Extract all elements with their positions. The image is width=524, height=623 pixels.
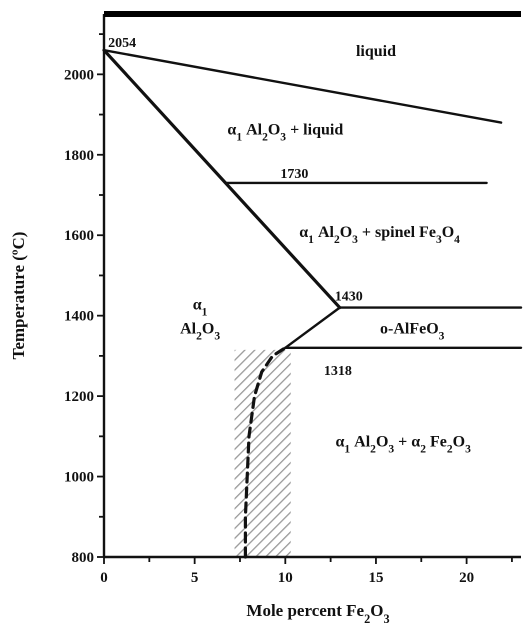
phase-label-alpha-al2o3-spinel: α1 Al2O3 + spinel Fe3O4 bbox=[299, 224, 460, 246]
y-axis-title: Temperature (ºC) bbox=[9, 232, 28, 360]
x-tick-label: 15 bbox=[368, 570, 383, 586]
temperature-label-1430: 1430 bbox=[335, 290, 363, 305]
y-tick-label: 1400 bbox=[64, 309, 94, 325]
temperature-label-2054: 2054 bbox=[108, 36, 136, 51]
temperature-label-1730: 1730 bbox=[280, 167, 308, 182]
y-tick-label: 1200 bbox=[64, 389, 94, 405]
x-tick-label: 0 bbox=[100, 570, 108, 586]
y-tick-label: 2000 bbox=[64, 67, 94, 83]
temperature-label-1318: 1318 bbox=[324, 364, 352, 379]
phase-line-solvus-upper bbox=[284, 306, 341, 349]
phase-line-liquidus-upper bbox=[102, 49, 503, 124]
solvus-dashed-line bbox=[243, 346, 287, 559]
phase-label-alpha-al2o3-alpha-fe2o3: α1 Al2O3 + α2 Fe2O3 bbox=[335, 433, 471, 455]
phase-label-o-alfeo3: o-AlFeO3 bbox=[380, 321, 445, 343]
y-tick-label: 1000 bbox=[64, 470, 94, 486]
y-tick-label: 1800 bbox=[64, 148, 94, 164]
phase-label-al2o3-left: Al2O3 bbox=[180, 321, 220, 343]
phase-label-alpha1-symbol: α1 bbox=[193, 297, 208, 319]
phase-line-liquidus-alpha bbox=[102, 48, 342, 310]
phase-label-liquid: liquid bbox=[356, 43, 396, 60]
phase-label-alpha-al2o3-liquid: α1 Al2O3 + liquid bbox=[227, 122, 343, 144]
hatched-region bbox=[234, 349, 291, 557]
x-tick-label: 10 bbox=[278, 570, 293, 586]
y-tick-label: 800 bbox=[72, 550, 95, 566]
x-tick-label: 5 bbox=[191, 570, 199, 586]
x-tick-label: 20 bbox=[459, 570, 474, 586]
x-axis-title: Mole percent Fe2O3 bbox=[246, 601, 389, 623]
y-tick-label: 1600 bbox=[64, 228, 94, 244]
